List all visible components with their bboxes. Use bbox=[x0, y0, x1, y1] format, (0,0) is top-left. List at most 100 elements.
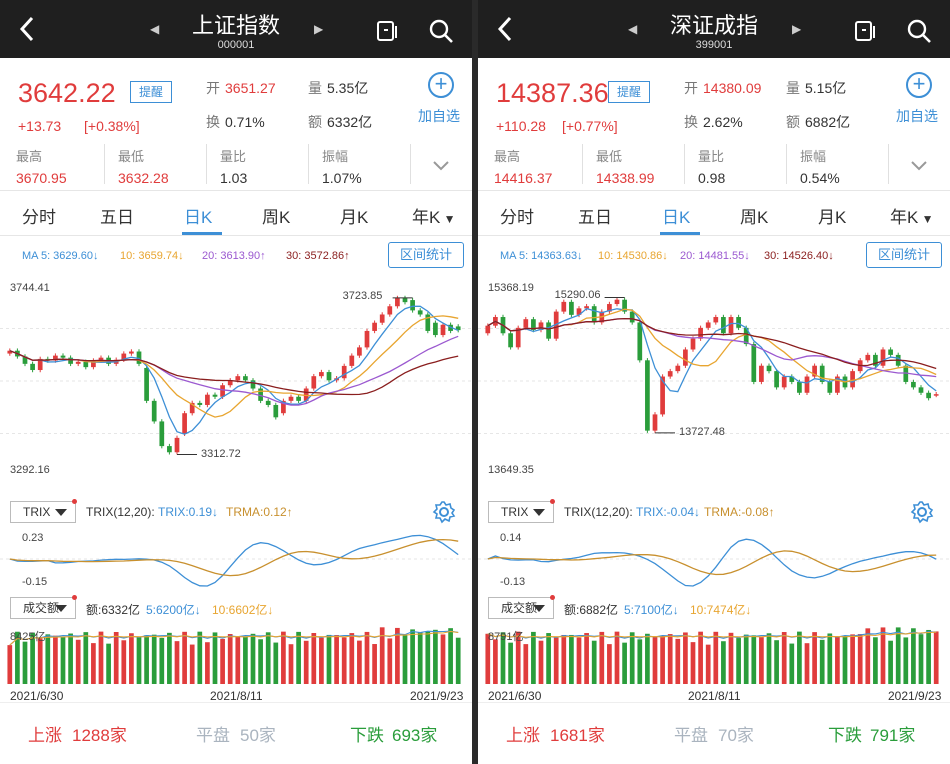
date-end: 2021/9/23 bbox=[410, 689, 464, 703]
tab-five-day[interactable]: 五日 bbox=[100, 208, 134, 227]
quote-area: 14387.36 提醒 +110.28 [+0.77%] 开 14380.09 量… bbox=[478, 58, 950, 188]
remind-button[interactable]: 提醒 bbox=[608, 81, 650, 103]
chevron-down-icon[interactable] bbox=[910, 160, 928, 172]
back-arrow-icon[interactable] bbox=[492, 14, 520, 44]
tab-daily-k[interactable]: 日K bbox=[184, 208, 213, 227]
tab-intraday[interactable]: 分时 bbox=[500, 208, 534, 227]
prev-index-arrow-icon[interactable]: ◀ bbox=[150, 22, 160, 36]
volume-bar bbox=[364, 631, 370, 684]
tab-monthly-k[interactable]: 月K bbox=[340, 208, 369, 227]
k-line-chart[interactable] bbox=[478, 276, 950, 486]
trix-chart[interactable] bbox=[0, 526, 472, 592]
volume-bar bbox=[440, 634, 446, 684]
volume-dropdown[interactable]: 成交额 bbox=[488, 595, 555, 619]
stats-row: 最高 3670.95 最低 3632.28 量比 1.03 振幅 1.07% bbox=[0, 144, 472, 190]
dropdown-triangle-icon: ▼ bbox=[440, 212, 456, 226]
volume-bar bbox=[857, 634, 863, 684]
candle-body bbox=[357, 347, 362, 356]
candle-body bbox=[591, 306, 597, 323]
volume-bar bbox=[903, 637, 909, 684]
add-favorite-button[interactable]: + 加自选 bbox=[418, 72, 464, 126]
candle-body bbox=[561, 301, 567, 312]
candle-body bbox=[174, 437, 180, 453]
next-index-arrow-icon[interactable]: ▶ bbox=[792, 22, 802, 36]
candle-body bbox=[933, 394, 939, 396]
tab-daily-k[interactable]: 日K bbox=[662, 208, 691, 227]
trix-value: TRIX:-0.04↓ bbox=[636, 505, 701, 519]
volume-chart[interactable] bbox=[0, 622, 472, 684]
k-line-chart[interactable] bbox=[0, 276, 472, 486]
candle-body bbox=[75, 361, 81, 364]
volume-bar bbox=[523, 644, 529, 684]
divider bbox=[888, 144, 889, 184]
volume-bar bbox=[698, 631, 703, 684]
tab-monthly-k[interactable]: 月K bbox=[818, 208, 847, 227]
up-count: 1681家 bbox=[550, 726, 605, 745]
volume-dropdown[interactable]: 成交额 bbox=[10, 595, 77, 619]
add-favorite-button[interactable]: + 加自选 bbox=[896, 72, 942, 126]
volume-bar bbox=[690, 642, 696, 684]
gear-icon[interactable] bbox=[910, 500, 934, 524]
volume-bar bbox=[835, 636, 840, 684]
candle-body bbox=[341, 365, 347, 379]
chevron-down-icon[interactable] bbox=[432, 160, 450, 172]
ma30-value: 30: 14526.40↓ bbox=[764, 250, 834, 262]
volume-ma10-line bbox=[487, 631, 937, 638]
current-price: 14387.36 bbox=[496, 78, 609, 108]
back-arrow-icon[interactable] bbox=[14, 14, 42, 44]
trma-line bbox=[9, 538, 459, 577]
range-stats-button[interactable]: 区间统计 bbox=[866, 242, 942, 268]
ma30-line bbox=[9, 350, 459, 396]
candle-body bbox=[440, 324, 446, 336]
remind-button[interactable]: 提醒 bbox=[130, 81, 172, 103]
volume-ma5-line bbox=[487, 630, 937, 639]
volume-bar bbox=[151, 634, 157, 684]
up-label: 上涨 bbox=[28, 726, 62, 745]
tab-five-day[interactable]: 五日 bbox=[578, 208, 612, 227]
volume-header: 成交额 额:6332亿 5:6200亿↓ 10:6602亿↓ bbox=[0, 594, 472, 622]
volume-bar bbox=[372, 644, 377, 684]
tab-intraday[interactable]: 分时 bbox=[22, 208, 56, 227]
volume-bar bbox=[607, 644, 612, 684]
search-icon[interactable] bbox=[428, 18, 454, 44]
candle-body bbox=[576, 308, 582, 315]
volume-chart[interactable] bbox=[478, 622, 950, 684]
ma5-line bbox=[487, 307, 937, 393]
search-icon[interactable] bbox=[906, 18, 932, 44]
volume-bar bbox=[781, 632, 787, 684]
high-value: 3670.95 bbox=[16, 170, 67, 186]
volume-bar bbox=[926, 629, 931, 684]
range-stats-button[interactable]: 区间统计 bbox=[388, 242, 464, 268]
volume-bar bbox=[326, 634, 332, 684]
indicator-dropdown[interactable]: TRIX bbox=[488, 499, 555, 523]
prev-index-arrow-icon[interactable]: ◀ bbox=[628, 22, 638, 36]
indicator-dropdown[interactable]: TRIX bbox=[10, 499, 77, 523]
volume-bar bbox=[759, 637, 764, 684]
date-mid: 2021/8/11 bbox=[210, 689, 263, 703]
panel-shenzhen-index: ◀ 深证成指 399001 ▶ 14387.36 提醒 +110.28 [+0.… bbox=[478, 0, 950, 764]
candle-body bbox=[319, 372, 324, 377]
candle-body bbox=[159, 421, 165, 447]
share-icon[interactable] bbox=[376, 20, 400, 42]
date-end: 2021/9/23 bbox=[888, 689, 942, 703]
volume-bar bbox=[766, 633, 772, 684]
date-mid: 2021/8/11 bbox=[688, 689, 741, 703]
red-dot-icon bbox=[550, 499, 555, 504]
tab-yearly-k[interactable]: 年K ▼ bbox=[890, 203, 934, 228]
tab-yearly-k[interactable]: 年K ▼ bbox=[412, 203, 456, 228]
share-icon[interactable] bbox=[854, 20, 878, 42]
turnover-field: 换 0.71% bbox=[206, 112, 265, 132]
volume-bar bbox=[485, 633, 491, 684]
change-percent: [+0.77%] bbox=[562, 118, 618, 134]
high-label: 最高 bbox=[494, 149, 521, 164]
trix-chart[interactable] bbox=[478, 526, 950, 592]
volume-bar bbox=[7, 645, 13, 684]
candle-body bbox=[182, 413, 187, 434]
volume-bar bbox=[629, 632, 635, 684]
tab-weekly-k[interactable]: 周K bbox=[262, 208, 291, 227]
tab-weekly-k[interactable]: 周K bbox=[740, 208, 769, 227]
candle-body bbox=[584, 306, 589, 309]
active-tab-indicator bbox=[182, 232, 222, 235]
gear-icon[interactable] bbox=[432, 500, 456, 524]
next-index-arrow-icon[interactable]: ▶ bbox=[314, 22, 324, 36]
